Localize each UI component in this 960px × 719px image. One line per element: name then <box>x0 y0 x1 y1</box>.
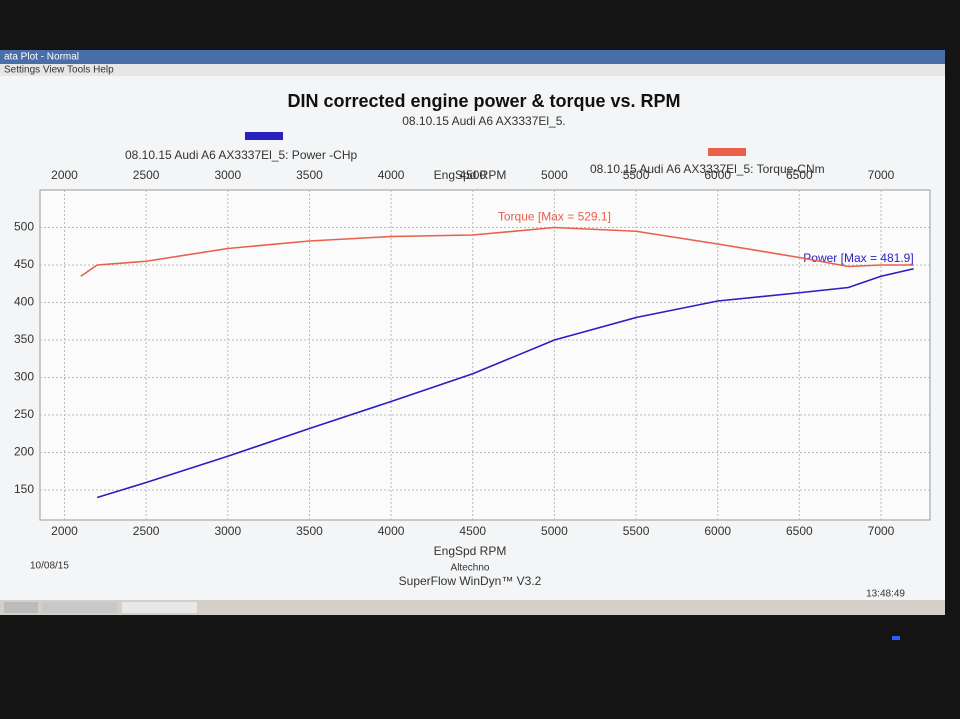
y-tick-label: 200 <box>14 445 34 459</box>
taskbar-item[interactable] <box>122 602 197 613</box>
series-line <box>96 267 914 499</box>
software: SuperFlow WinDyn™ V3.2 <box>399 574 542 588</box>
x-tick-label: 2000 <box>51 524 78 538</box>
annotation: Torque [Max = 529.1] <box>498 210 611 224</box>
x2-tick-label: 2000 <box>51 168 78 182</box>
x2-tick-label: 5500 <box>623 168 650 182</box>
x2-axis-label: EngSpd RPM <box>434 168 507 182</box>
date: 10/08/15 <box>30 561 69 572</box>
chart-title: DIN corrected engine power & torque vs. … <box>287 91 680 111</box>
legend-label: 08.10.15 Audi A6 AX3337El_5: Power -CHp <box>125 148 357 162</box>
x2-tick-label: 6000 <box>704 168 731 182</box>
x-tick-label: 4000 <box>378 524 405 538</box>
y-tick-label: 150 <box>14 482 34 496</box>
company: Altechno <box>451 563 490 574</box>
x-tick-label: 5500 <box>623 524 650 538</box>
y-tick-label: 400 <box>14 295 34 309</box>
annotation: Power [Max = 481.9] <box>803 251 913 265</box>
x-tick-label: 6000 <box>704 524 731 538</box>
y-tick-label: 500 <box>14 220 34 234</box>
x-tick-label: 7000 <box>868 524 895 538</box>
y-tick-label: 350 <box>14 332 34 346</box>
x-axis-label: EngSpd RPM <box>434 544 507 558</box>
x-tick-label: 3500 <box>296 524 323 538</box>
x2-tick-label: 7000 <box>868 168 895 182</box>
series-line <box>80 226 914 277</box>
power-led <box>892 636 900 640</box>
x2-tick-label: 4000 <box>378 168 405 182</box>
y-tick-label: 450 <box>14 257 34 271</box>
x2-tick-label: 6500 <box>786 168 813 182</box>
x-tick-label: 6500 <box>786 524 813 538</box>
x2-tick-label: 3500 <box>296 168 323 182</box>
x2-tick-label: 5000 <box>541 168 568 182</box>
menu: Settings View Tools Help <box>4 65 114 76</box>
taskbar <box>0 600 945 615</box>
taskbar-item[interactable] <box>42 602 117 613</box>
x2-tick-label: 3000 <box>214 168 241 182</box>
x2-tick-label: 4500 <box>459 168 486 182</box>
chart-subtitle: 08.10.15 Audi A6 AX3337El_5. <box>402 114 565 128</box>
legend-label: 08.10.15 Audi A6 AX3337El_5: Torque-CNm <box>590 162 825 176</box>
window-title: ata Plot - Normal <box>4 52 79 63</box>
time: 13:48:49 <box>866 589 905 600</box>
x-tick-label: 2500 <box>133 524 160 538</box>
start-button[interactable] <box>4 602 38 613</box>
x-tick-label: 5000 <box>541 524 568 538</box>
x-tick-label: 4500 <box>459 524 486 538</box>
plot-area <box>39 189 931 521</box>
legend-swatch <box>245 132 283 140</box>
y-tick-label: 300 <box>14 370 34 384</box>
menu-bar <box>0 64 945 76</box>
x2-tick-label: 2500 <box>133 168 160 182</box>
y-tick-label: 250 <box>14 407 34 421</box>
window-titlebar <box>0 50 945 64</box>
legend-swatch <box>708 148 746 156</box>
x-tick-label: 3000 <box>214 524 241 538</box>
